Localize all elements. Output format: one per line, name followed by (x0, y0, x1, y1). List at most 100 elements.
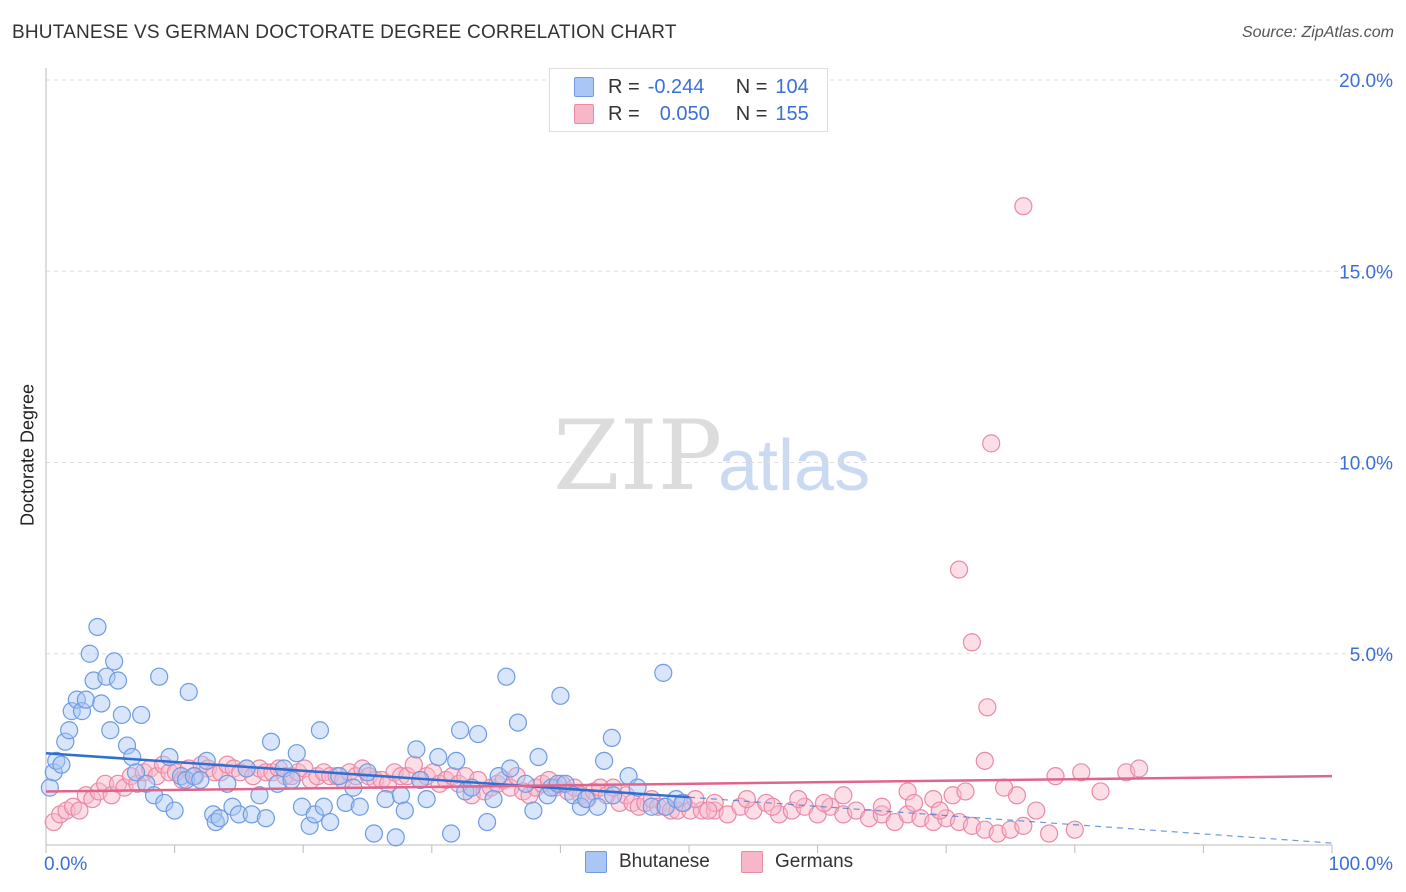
germans-point (1129, 759, 1149, 778)
germans-point (904, 793, 924, 813)
germans-trend-line (45, 774, 1333, 793)
germans-point (962, 633, 982, 652)
correlation-legend: R = -0.244 N = 104 R = 0.050 N = 155 (549, 68, 828, 132)
legend-r-value: -0.244 (647, 75, 705, 98)
legend-r-label: R = (608, 75, 640, 98)
bhutanese-point (197, 751, 216, 770)
bhutanese-point (330, 767, 349, 786)
chart-title: BHUTANESE VS GERMAN DOCTORATE DEGREE COR… (12, 22, 677, 43)
germans-point (763, 797, 782, 816)
bhutanese-point (477, 812, 497, 832)
bhutanese-point (447, 751, 466, 770)
bhutanese-point (524, 801, 543, 820)
germans-point (982, 434, 1001, 453)
bhutanese-point (604, 786, 623, 805)
bhutanese-point (80, 644, 99, 663)
bhutanese-point (516, 774, 535, 793)
bhutanese-point (386, 828, 405, 847)
bhutanese-point (429, 747, 448, 767)
bhutanese-point (417, 789, 436, 809)
bhutanese-point (468, 724, 488, 744)
bhutanese-point (595, 751, 614, 770)
bhutanese-point (56, 732, 75, 751)
x-tick-label-min: 0.0% (44, 854, 87, 875)
series-legend-germans[interactable]: Germans (741, 851, 853, 873)
y-tick-label: 10.0% (1339, 454, 1393, 475)
bhutanese-point (44, 763, 63, 782)
bhutanese-point (358, 763, 377, 782)
bhutanese-point (60, 721, 79, 740)
germans-point (930, 801, 949, 820)
germans-point (872, 797, 892, 816)
bhutanese-point (165, 801, 184, 820)
bhutanese-point (282, 770, 301, 790)
germans-point (898, 782, 917, 801)
bhutanese-point (123, 747, 142, 767)
bhutanese-point (287, 744, 306, 763)
series-swatch-bhutanese (585, 851, 607, 873)
germans-point (70, 801, 89, 820)
y-tick-label: 15.0% (1339, 262, 1393, 283)
bhutanese-point (242, 805, 261, 824)
series-swatch-germans (741, 851, 763, 873)
legend-r-label: R = (608, 102, 640, 125)
bhutanese-point (250, 786, 269, 805)
bhutanese-point (588, 797, 607, 816)
legend-swatch-bhutanese (574, 77, 594, 97)
bhutanese-point (407, 740, 426, 759)
legend-row-germans: R = 0.050 N = 155 (574, 101, 809, 127)
bhutanese-point (108, 671, 128, 690)
bhutanese-point (321, 812, 340, 832)
bhutanese-point (92, 694, 111, 713)
germans-point (1065, 820, 1084, 839)
germans-point (1046, 767, 1065, 786)
germans-point (1027, 801, 1046, 820)
series-label-germans: Germans (775, 851, 854, 872)
y-tick-label: 5.0% (1350, 645, 1393, 666)
bhutanese-point (155, 793, 174, 813)
germans-point (1091, 782, 1110, 801)
legend-n-label: N = (735, 102, 768, 125)
germans-point (1072, 763, 1091, 782)
germans-point (994, 778, 1014, 797)
germans-point (1014, 816, 1033, 835)
bhutanese-point (673, 793, 692, 813)
bhutanese-point (376, 789, 395, 809)
germans-point (699, 801, 718, 820)
bhutanese-point (484, 789, 503, 809)
bhutanese-point (314, 797, 333, 816)
bhutanese-point (300, 816, 319, 835)
bhutanese-point (310, 721, 330, 740)
bhutanese-point (105, 652, 124, 671)
germans-point (978, 698, 997, 717)
bhutanese-point (350, 797, 369, 816)
germans-point (1039, 824, 1059, 843)
y-tick-label: 20.0% (1339, 71, 1393, 92)
germans-point (975, 751, 994, 770)
legend-n-label: N = (735, 75, 768, 98)
series-legend-bhutanese[interactable]: Bhutanese (585, 851, 710, 873)
germans-point (1014, 197, 1033, 216)
legend-swatch-germans (574, 104, 594, 124)
bhutanese-point (97, 667, 116, 686)
bhutanese-point (179, 682, 198, 702)
bhutanese-point (88, 617, 107, 637)
legend-row-bhutanese: R = -0.244 N = 104 (574, 74, 809, 100)
germans-point (404, 755, 423, 774)
source-note: Source: ZipAtlas.com (1241, 24, 1394, 41)
bhutanese-point (150, 667, 169, 686)
bhutanese-point (364, 824, 384, 843)
bhutanese-point (391, 786, 411, 805)
bhutanese-point (441, 824, 461, 843)
bhutanese-point (126, 763, 146, 782)
germans-point (814, 793, 834, 813)
bhutanese-point (654, 663, 673, 682)
germans-point (789, 789, 808, 809)
x-tick-label-max: 100.0% (1329, 854, 1394, 875)
bhutanese-point (450, 721, 470, 740)
bhutanese-point (642, 797, 661, 816)
legend-n-value: 104 (775, 75, 809, 98)
bhutanese-point (501, 759, 520, 778)
germans-point (949, 560, 969, 579)
